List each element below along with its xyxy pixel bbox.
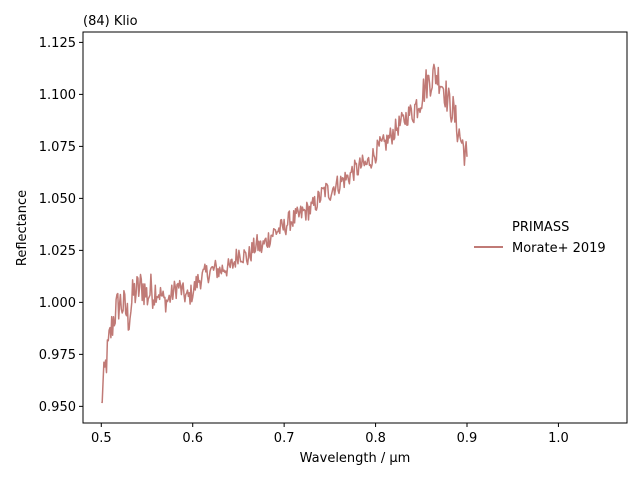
- x-tick-label: 0.9: [457, 431, 478, 446]
- x-tick-label: 0.7: [274, 431, 295, 446]
- series-line-morate-2019: [101, 63, 468, 404]
- y-tick-label: 0.975: [39, 348, 76, 363]
- y-axis-label: Reflectance: [15, 190, 30, 266]
- legend-label-morate-2019: Morate+ 2019: [512, 241, 606, 256]
- y-tick-label: 1.125: [39, 36, 76, 51]
- y-tick-label: 1.025: [39, 244, 76, 259]
- legend: PRIMASS Morate+ 2019: [474, 220, 606, 256]
- y-tick-label: 1.075: [39, 140, 76, 155]
- y-axis: 0.950 0.975 1.000 1.025 1.050 1.075 1.100 1.125: [39, 36, 83, 415]
- y-tick-label: 1.100: [39, 88, 76, 103]
- y-tick-label: 1.000: [39, 296, 76, 311]
- x-tick-label: 0.8: [365, 431, 386, 446]
- y-tick-label: 0.950: [39, 400, 76, 415]
- x-axis: 0.5 0.6 0.7 0.8 0.9 1.0: [91, 423, 569, 446]
- x-axis-label: Wavelength / µm: [300, 451, 411, 466]
- x-tick-label: 0.5: [91, 431, 112, 446]
- legend-title: PRIMASS: [512, 220, 569, 235]
- chart-title: (84) Klio: [83, 14, 138, 29]
- y-tick-label: 1.050: [39, 192, 76, 207]
- x-tick-label: 0.6: [182, 431, 203, 446]
- plot-area: [82, 31, 628, 424]
- x-tick-label: 1.0: [548, 431, 569, 446]
